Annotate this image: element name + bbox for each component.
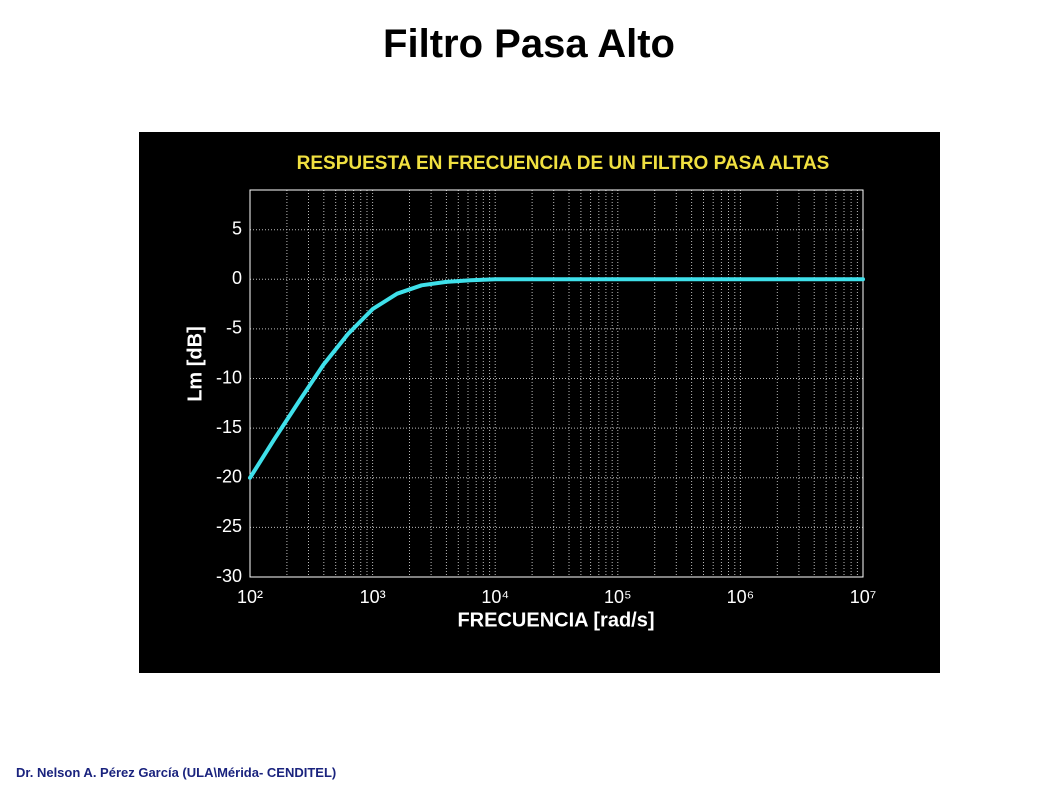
chart-background: [139, 132, 940, 673]
x-tick-label: 10²: [237, 587, 263, 607]
y-axis-label: Lm [dB]: [184, 326, 206, 402]
y-tick-label: -30: [216, 566, 242, 586]
data-line: [248, 277, 865, 480]
slide-title: Filtro Pasa Alto: [383, 22, 675, 66]
x-tick-label: 10³: [360, 587, 386, 607]
y-tick-label: 0: [232, 268, 242, 288]
y-tick-label: -15: [216, 417, 242, 437]
y-tick-label: -5: [226, 318, 242, 338]
x-tick-label: 10⁷: [850, 587, 877, 607]
y-tick-label: -25: [216, 516, 242, 536]
chart-title: RESPUESTA EN FRECUENCIA DE UN FILTRO PAS…: [297, 153, 830, 174]
x-tick-label: 10⁴: [481, 587, 509, 607]
plot-frame: [249, 189, 864, 578]
x-tick-label: 10⁵: [604, 587, 631, 607]
y-tick-label: 5: [232, 218, 242, 238]
x-axis-label: FRECUENCIA [rad/s]: [457, 609, 654, 631]
footer: Dr. Nelson A. Pérez García (ULA\Mérida- …: [16, 765, 337, 780]
y-tick-label: -10: [216, 367, 242, 387]
y-tick-label: -20: [216, 467, 242, 487]
x-tick-label: 10⁶: [727, 587, 754, 607]
